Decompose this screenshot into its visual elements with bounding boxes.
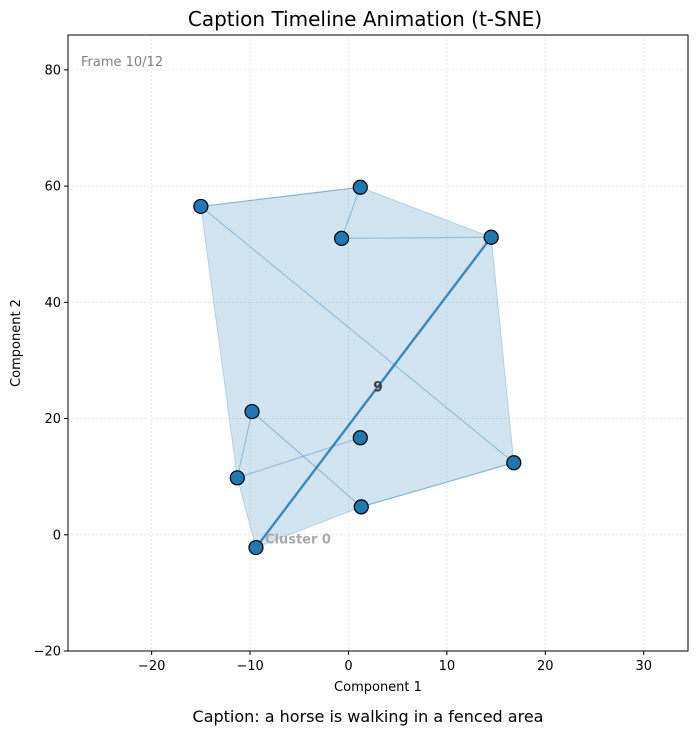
cluster-label: Cluster 0	[265, 533, 331, 548]
plot-frame	[67, 34, 689, 652]
data-points	[193, 179, 522, 556]
trajectory-edge	[341, 187, 361, 239]
y-tick-label: 60	[44, 180, 61, 195]
y-axis-label: Component 2	[9, 299, 24, 387]
data-point	[193, 198, 209, 215]
data-point	[352, 430, 368, 446]
x-tick-label: 30	[635, 659, 652, 674]
y-tick-label: 40	[44, 296, 61, 311]
x-tick-label: 0	[344, 659, 352, 674]
x-tick-label: −10	[236, 659, 263, 674]
y-tick-label: 80	[44, 63, 61, 78]
data-point	[333, 230, 350, 246]
frame-counter: Frame 10/12	[81, 55, 163, 70]
caption-text: Caption: a horse is walking in a fenced …	[193, 707, 544, 726]
y-tick-label: 0	[53, 528, 61, 543]
trajectory-edge	[361, 462, 514, 508]
centroid-label: 9	[373, 380, 383, 396]
x-tick-label: −20	[138, 659, 165, 674]
x-axis-label: Component 1	[334, 680, 422, 695]
data-point	[352, 179, 368, 195]
trajectory-edge	[237, 437, 361, 479]
data-point	[244, 403, 260, 420]
y-tick-label: 20	[44, 412, 61, 427]
data-point	[248, 539, 264, 556]
data-point	[229, 470, 245, 486]
trajectory-edge	[341, 236, 492, 239]
trajectory-edges	[200, 186, 515, 549]
cluster-hull-layer	[200, 186, 515, 549]
data-point	[483, 229, 499, 245]
cluster-hull	[200, 186, 515, 549]
trajectory-edge	[200, 205, 515, 464]
x-axis-ticks: −20 −10 0 10 20 30	[138, 651, 652, 674]
x-tick-label: 10	[439, 659, 456, 674]
data-point	[353, 499, 369, 515]
y-axis-ticks: −20 0 20 40 60 80	[34, 63, 68, 660]
chart-title: Caption Timeline Animation (t-SNE)	[188, 7, 542, 31]
current-trajectory-edge	[255, 236, 493, 549]
trajectory-edge	[251, 411, 362, 508]
x-tick-label: 20	[537, 659, 554, 674]
y-tick-label: −20	[34, 645, 61, 660]
data-point	[506, 455, 522, 471]
trajectory-edge	[236, 411, 253, 478]
trajectory-edge	[200, 186, 361, 208]
